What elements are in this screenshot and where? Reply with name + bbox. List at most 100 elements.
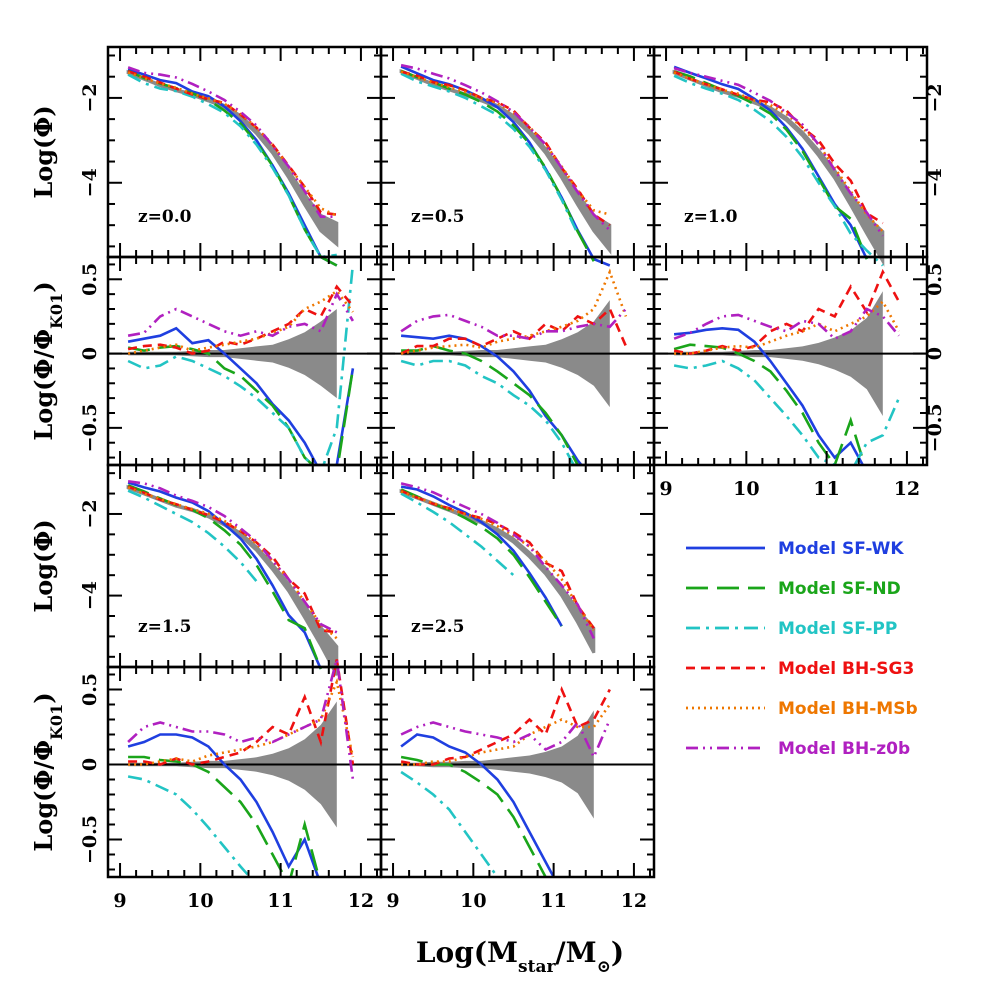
legend-label: Model BH-SG3: [778, 659, 914, 679]
legend-label: Model BH-MSb: [778, 699, 918, 719]
series-line-sf-wk: [127, 67, 338, 267]
legend-label: Model SF-WK: [778, 539, 904, 559]
ratio-line-sf-wk: [127, 326, 355, 465]
ratio-line-sf-pp: [673, 359, 901, 465]
series-line-sf-nd: [673, 69, 869, 260]
ratio-panel-frame: [379, 255, 656, 467]
series-line-sf-pp: [127, 489, 258, 583]
ratio-line-bh-z0b: [673, 307, 900, 341]
ratio-panel-frame: [379, 665, 656, 879]
series-line-sf-pp: [673, 74, 884, 267]
ratio-line-sf-wk: [400, 334, 584, 465]
x-tick-label: 9: [386, 890, 399, 912]
panel-2: [381, 63, 654, 465]
y-tick-label: −4: [924, 168, 946, 197]
ratio-line-sf-nd: [128, 755, 321, 877]
legend-label: Model SF-PP: [778, 619, 897, 639]
series-line-bh-msb: [127, 71, 338, 217]
panel-1: [108, 66, 381, 465]
x-tick-label: 9: [113, 890, 126, 912]
ratio-panel-frame: [106, 255, 383, 467]
x-tick-label: 9: [659, 478, 672, 500]
series-line-sf-nd: [127, 69, 338, 267]
redshift-label: z=0.5: [411, 207, 464, 227]
y-tick-label: −2: [79, 499, 101, 528]
ratio-line-bh-msb: [127, 289, 354, 355]
series-line-sf-wk: [127, 481, 322, 670]
y-tick-label: −4: [79, 168, 101, 197]
panel-4: [108, 480, 381, 877]
redshift-label: z=2.5: [411, 617, 464, 637]
panel-3: [654, 65, 927, 465]
ratio-line-bh-msb: [128, 677, 355, 766]
y-tick-label: 0: [79, 347, 101, 360]
x-tick-label: 11: [540, 890, 566, 912]
x-tick-label: 10: [460, 890, 486, 912]
y-tick-label: −4: [79, 581, 101, 610]
y-tick-label: 0: [79, 758, 101, 771]
series-line-sf-pp: [400, 72, 579, 235]
y-tick-label: 0.5: [79, 263, 101, 296]
redshift-label: z=0.0: [138, 207, 192, 227]
ratio-line-bh-msb: [674, 299, 901, 355]
ratio-line-bh-z0b: [400, 308, 627, 341]
ratio-line-sf-nd: [673, 343, 866, 465]
series-line-sf-wk: [673, 65, 868, 260]
series-line-bh-msb: [127, 486, 338, 640]
ratio-line-sf-pp: [127, 775, 252, 877]
series-line-bh-z0b: [400, 482, 595, 639]
series-line-sf-pp: [400, 492, 515, 577]
y-tick-label: −0.5: [79, 815, 101, 864]
ratio-line-bh-msb: [400, 268, 628, 355]
ratio-line-sf-pp: [400, 770, 500, 877]
y-axis-label-ratio: Log(Φ/ΦK01): [29, 692, 66, 851]
x-tick-label: 12: [894, 478, 920, 500]
series-line-sf-nd: [127, 484, 323, 670]
ratio-line-sf-pp: [127, 264, 355, 465]
x-tick-label: 10: [187, 890, 213, 912]
ratio-line-sf-pp: [400, 359, 576, 465]
y-axis-label-top: Log(Φ): [29, 519, 58, 612]
ratio-panel-frame: [652, 255, 929, 467]
y-tick-label: 0: [924, 347, 946, 360]
series-line-bh-z0b: [673, 66, 884, 237]
y-tick-label: −2: [79, 83, 101, 112]
legend: Model SF-WK Model SF-ND Model SF-PP Model B…: [686, 539, 918, 759]
series-line-sf-nd: [400, 488, 563, 627]
series-line-sf-nd: [400, 69, 595, 262]
legend-label: Model BH-z0b: [778, 739, 910, 759]
series-line-bh-msb: [400, 490, 595, 632]
panel-5: [381, 482, 654, 877]
series-line-sf-pp: [127, 73, 337, 259]
y-axis-label-ratio: Log(Φ/ΦK01): [29, 281, 66, 440]
series-line-bh-z0b: [400, 63, 611, 232]
y-axis-label-top: Log(Φ): [29, 105, 58, 198]
series-line-sf-wk: [400, 65, 611, 267]
x-tick-label: 11: [813, 478, 839, 500]
redshift-label: z=1.0: [684, 207, 738, 227]
ratio-line-sf-wk: [127, 733, 320, 877]
ratio-line-bh-sg3: [127, 284, 354, 355]
ratio-line-sf-wk: [400, 733, 556, 877]
ratio-line-bh-sg3: [128, 659, 355, 766]
legend-label: Model SF-ND: [778, 579, 901, 599]
ratio-line-bh-sg3: [400, 685, 611, 766]
x-tick-label: 10: [733, 478, 759, 500]
x-tick-label: 12: [621, 890, 647, 912]
y-tick-label: −0.5: [924, 403, 946, 452]
series-line-bh-z0b: [127, 480, 338, 634]
y-tick-label: 0.5: [79, 673, 101, 706]
chart-area: z=0.0 z=0.5 z=1.0 9 10 11 12 z=1.5 9 10 11 12 z=2.5 9…: [29, 45, 946, 912]
x-tick-label: 12: [348, 890, 374, 912]
ratio-line-bh-sg3: [400, 306, 628, 355]
y-tick-label: 0.5: [924, 263, 946, 296]
x-tick-label: 11: [267, 890, 293, 912]
ratio-line-bh-z0b: [127, 291, 355, 338]
series-line-bh-z0b: [127, 66, 337, 218]
y-tick-label: −2: [924, 83, 946, 112]
ratio-line-sf-wk: [673, 326, 865, 465]
observed-band: [126, 484, 339, 676]
ratio-line-bh-z0b: [400, 718, 611, 761]
y-tick-label: −0.5: [79, 403, 101, 452]
